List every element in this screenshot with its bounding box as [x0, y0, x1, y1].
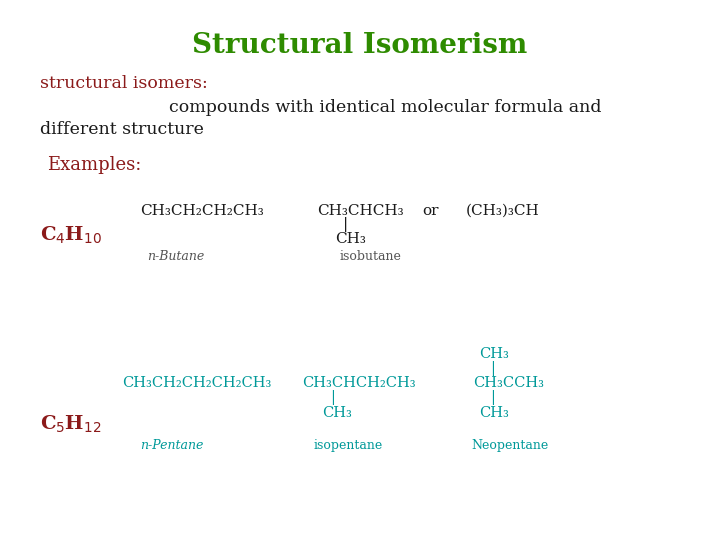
Text: CH₃CHCH₂CH₃: CH₃CHCH₂CH₃: [302, 376, 416, 390]
Text: Neopentane: Neopentane: [472, 439, 549, 452]
Text: n-Pentane: n-Pentane: [140, 439, 204, 452]
Text: compounds with identical molecular formula and: compounds with identical molecular formu…: [169, 99, 602, 117]
Text: C$_5$H$_{12}$: C$_5$H$_{12}$: [40, 413, 101, 435]
Text: CH₃CCH₃: CH₃CCH₃: [473, 376, 544, 390]
Text: isopentane: isopentane: [313, 439, 382, 452]
Text: CH₃CHCH₃: CH₃CHCH₃: [317, 204, 403, 218]
Text: |: |: [490, 361, 495, 376]
Text: different structure: different structure: [40, 121, 204, 138]
Text: |: |: [343, 217, 348, 232]
Text: structural isomers:: structural isomers:: [40, 75, 207, 92]
Text: CH₃CH₂CH₂CH₃: CH₃CH₂CH₂CH₃: [140, 204, 264, 218]
Text: CH₃: CH₃: [480, 406, 509, 420]
Text: CH₃: CH₃: [336, 232, 366, 246]
Text: |: |: [330, 390, 335, 406]
Text: C$_4$H$_{10}$: C$_4$H$_{10}$: [40, 224, 102, 246]
Text: or: or: [422, 204, 438, 218]
Text: n-Butane: n-Butane: [148, 250, 205, 263]
Text: CH₃: CH₃: [480, 347, 509, 361]
Text: isobutane: isobutane: [340, 250, 402, 263]
Text: (CH₃)₃CH: (CH₃)₃CH: [466, 204, 539, 218]
Text: Examples:: Examples:: [47, 156, 141, 174]
Text: |: |: [490, 390, 495, 406]
Text: Structural Isomerism: Structural Isomerism: [192, 32, 528, 59]
Text: CH₃: CH₃: [322, 406, 351, 420]
Text: CH₃CH₂CH₂CH₂CH₃: CH₃CH₂CH₂CH₂CH₃: [122, 376, 271, 390]
